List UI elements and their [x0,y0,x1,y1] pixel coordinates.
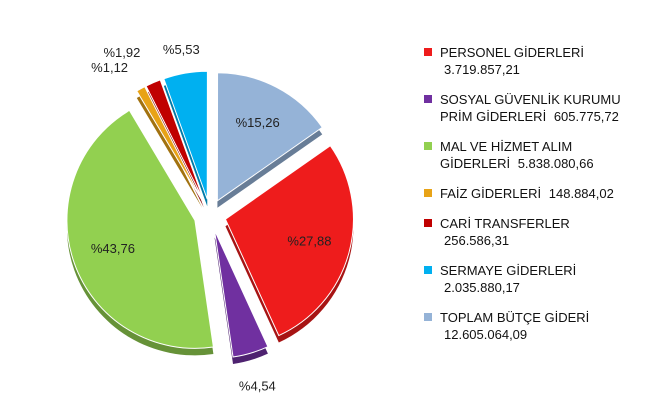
legend-swatch [424,48,432,56]
legend-label: CARİ TRANSFERLER [440,216,570,231]
legend-amount: 148.884,02 [548,186,614,201]
legend-amount: 256.586,31 [444,233,510,248]
legend-item: TOPLAM BÜTÇE GİDERİ 12.605.064,09 [422,309,637,343]
data-label: %1,92 [104,45,141,60]
legend-label: TOPLAM BÜTÇE GİDERİ [440,310,590,325]
legend-item: PERSONEL GİDERLERİ 3.719.857,21 [422,44,637,78]
data-label: %4,54 [239,379,276,394]
legend-amount: 605.775,72 [553,109,619,124]
data-label: %27,88 [287,233,331,248]
legend-swatch [424,142,432,150]
slice-side [136,93,203,208]
legend-label: PERSONEL GİDERLERİ [440,45,585,60]
slice [214,230,269,358]
legend-label: SERMAYE GİDERLERİ [440,263,577,278]
legend-label: FAİZ GİDERLERİ [440,186,542,201]
legend-amount: 5.838.080,66 [517,156,594,171]
data-label: %43,76 [91,241,135,256]
slice [145,79,205,201]
legend-swatch [424,266,432,274]
legend-item: SERMAYE GİDERLERİ 2.035.880,17 [422,262,637,296]
slice [216,72,323,202]
chart: %27,88 %4,54 %43,76 %1,12%1,92 %5,53 %15,26 [66,42,354,394]
slice [136,85,203,202]
data-label: %5,53 [163,42,200,57]
legend-swatch [424,95,432,103]
data-label: %15,26 [236,115,280,130]
legend-swatch [424,219,432,227]
legend-item: CARİ TRANSFERLER 256.586,31 [422,215,637,249]
data-label: %1,12 [91,60,128,75]
legend-item: FAİZ GİDERLERİ 148.884,02 [422,185,637,202]
legend: PERSONEL GİDERLERİ 3.719.857,21 SOSYAL GÜ… [422,44,637,356]
legend-item: SOSYAL GÜVENLİK KURUMU PRİM GİDERLERİ 60… [422,91,637,125]
legend-label: MAL VE HİZMET ALIM GİDERLERİ [440,139,573,171]
legend-amount: 2.035.880,17 [444,280,520,295]
legend-amount: 3.719.857,21 [444,62,520,77]
legend-swatch [424,189,432,197]
slice [163,70,208,200]
slice [66,109,214,349]
legend-label: SOSYAL GÜVENLİK KURUMU PRİM GİDERLERİ [440,92,621,124]
slice [224,145,354,337]
legend-item: MAL VE HİZMET ALIM GİDERLERİ 5.838.080,6… [422,138,637,172]
legend-swatch [424,313,432,321]
legend-amount: 12.605.064,09 [444,327,528,342]
